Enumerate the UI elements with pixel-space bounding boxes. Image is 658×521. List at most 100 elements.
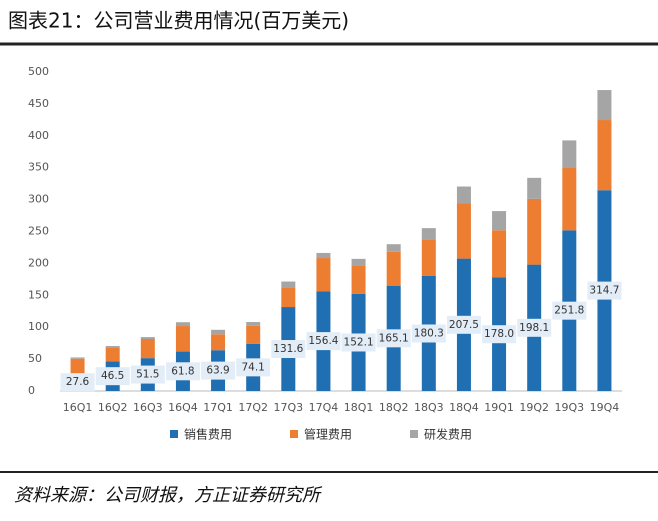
data-label: 156.4 [308,335,338,347]
source: 资料来源：公司财报，方正证券研究所 [14,485,323,506]
label-box [236,358,271,377]
x-tick-label: 17Q1 [203,401,233,414]
label-box [376,329,411,348]
data-label: 165.1 [379,332,409,344]
x-tick-label: 17Q2 [238,401,268,414]
x-tick-label: 17Q4 [309,401,339,414]
bar-segment [386,244,401,252]
x-tick-label: 19Q3 [554,401,584,414]
x-tick-label: 18Q4 [449,401,479,414]
y-tick-label: 50 [28,352,42,365]
data-label: 131.6 [273,343,303,355]
bar-segment [281,287,296,308]
bar-segment [70,357,85,359]
data-label: 46.5 [101,370,124,382]
y-tick-label: 300 [28,193,49,206]
x-tick-label: 17Q3 [273,401,303,414]
data-label: 207.5 [449,319,479,331]
bar-segment [597,90,612,121]
legend-label: 管理费用 [304,427,352,442]
x-tick-label: 16Q2 [98,401,128,414]
x-tick-label: 19Q1 [484,401,514,414]
label-box [306,332,341,351]
bar-segment [316,258,331,292]
x-tick-label: 16Q3 [133,401,163,414]
x-tick-label: 19Q4 [590,401,620,414]
x-tick-label: 18Q2 [379,401,409,414]
bar-segment [175,326,190,352]
bar-segment [562,167,577,231]
bar-segment [70,358,85,374]
label-box [271,340,306,359]
bar-segment [246,325,261,344]
y-tick-label: 0 [28,384,35,397]
data-label: 178.0 [484,328,514,340]
bar-segment [140,339,155,359]
chart-title: 图表21：公司营业费用情况(百万美元) [8,9,349,33]
legend-label: 销售费用 [184,427,232,442]
bar-segment [492,230,507,278]
data-label: 61.8 [171,365,194,377]
x-tick-label: 18Q3 [414,401,444,414]
y-tick-label: 150 [28,288,49,301]
x-tick-label: 16Q1 [63,401,93,414]
bar-segment [246,322,261,326]
bar-segment [175,322,190,327]
y-tick-label: 100 [28,320,49,333]
bar-segment [211,334,226,351]
y-tick-label: 400 [28,129,49,142]
bar-segment [421,239,436,276]
x-tick-label: 19Q2 [519,401,549,414]
y-tick-label: 350 [28,161,49,174]
y-tick-label: 250 [28,225,49,238]
x-tick-label: 18Q1 [344,401,374,414]
bar-segment [140,337,155,340]
bar-segment [456,203,471,259]
data-label: 63.9 [206,365,229,377]
bar-segment [527,198,542,265]
bar-segment [456,186,471,204]
label-box [587,281,622,300]
y-tick-label: 450 [28,97,49,110]
bar-segment [105,346,120,348]
label-box [201,361,236,380]
label-box [411,324,446,343]
label-box [165,362,200,381]
bar-segment [492,211,507,231]
data-label: 27.6 [66,376,90,388]
bar-segment [105,347,120,362]
legend-swatch [290,430,298,438]
data-label: 198.1 [519,322,549,334]
data-label: 51.5 [136,369,159,381]
bar-segment [281,281,296,288]
bar-segment [211,329,226,335]
bar-segment [351,265,366,294]
data-label: 314.7 [589,285,619,297]
label-box [482,325,517,344]
bar-segment [597,120,612,191]
bar-segment [562,140,577,168]
label-box [95,367,130,386]
legend-label: 研发费用 [424,427,472,442]
label-box [130,365,165,384]
bar-segment [527,177,542,199]
data-label: 251.8 [554,305,584,317]
label-box [446,315,481,334]
y-tick-label: 200 [28,256,49,269]
data-label: 152.1 [344,336,374,348]
bar-segment [386,251,401,286]
bar-segment [316,252,331,259]
y-tick-label: 500 [28,65,49,78]
label-box [341,333,376,352]
data-label: 180.3 [414,327,444,339]
legend-swatch [170,430,178,438]
label-box [517,318,552,337]
bar-segment [421,228,436,240]
bar-segment [351,258,366,266]
legend-swatch [410,430,418,438]
label-box [60,373,95,392]
label-box [552,301,587,320]
data-label: 74.1 [241,361,264,373]
x-tick-label: 16Q4 [168,401,198,414]
